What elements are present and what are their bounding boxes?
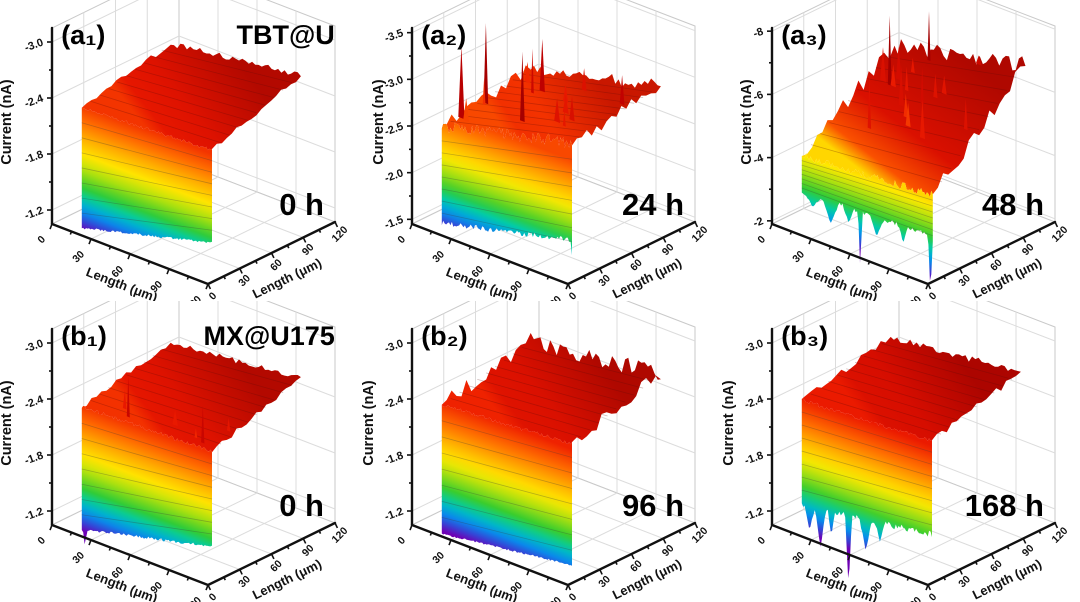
axis-label: -3.0 [23,37,45,55]
axis-label: -1.8 [23,450,45,468]
axis-label: 120 [689,224,710,245]
axis-label: -6 [752,89,765,104]
axis-label: 120 [329,224,350,245]
axis-label: 120 [543,594,564,602]
axis-label: 120 [903,594,924,602]
axis-label: -1.8 [743,450,765,468]
axis-label: Current (nA) [721,380,737,466]
axis-label: Length (μm) [970,556,1044,602]
plot-surface [801,11,1026,281]
axis-label: 0 [927,591,940,602]
axis-label: 30 [430,549,447,566]
axis-label: -2.4 [743,393,766,411]
axis-label: Length (μm) [610,255,684,301]
axis-label: Current (nA) [361,380,377,466]
axis-label: -2.4 [383,393,406,411]
axis-label: 120 [1049,525,1070,546]
axis-label: -1.2 [743,506,765,524]
axis-label: 120 [183,594,204,602]
axis-label: Current (nA) [371,79,387,165]
axis-label: -1.5 [383,214,405,232]
axis-label: 120 [689,525,710,546]
axis-label: 120 [183,293,204,301]
axis-label: Length (μm) [970,255,1044,301]
axis-label: -1.2 [383,506,405,524]
axis-label: -1.2 [23,506,45,524]
axis-label: -3.0 [23,338,45,356]
axis-label: 30 [790,248,807,265]
axis-label: 120 [329,525,350,546]
axis-label: -1.8 [383,450,405,468]
plot-surface [441,23,661,256]
axis-label: 0 [35,233,48,246]
axis-label: 30 [790,549,807,566]
axis-label: 0 [395,233,408,246]
axis-label: Current (nA) [0,79,15,165]
axis-label: Length (μm) [610,556,684,602]
axis-label: 30 [70,248,87,265]
axis-label: -8 [752,26,765,41]
axis-label: 0 [927,290,940,301]
axis-label: 120 [1049,224,1070,245]
plot-surface [801,336,1021,579]
axis-label: Current (nA) [0,380,15,466]
axis-label: -2.0 [383,167,405,185]
axis-label: 30 [430,248,447,265]
axis-label: -1.2 [23,205,45,223]
axis-label: 120 [903,293,924,301]
axis-label: Current (nA) [739,79,755,165]
axis-label: -3.0 [743,338,765,356]
axis-label: 0 [207,591,220,602]
axis-label: 0 [207,290,220,301]
plot-surface [81,342,301,547]
axis-label: -1.8 [23,149,45,167]
axis-label: 120 [543,293,564,301]
axis-label: -2.4 [23,92,46,110]
axis-label: -2.4 [23,393,46,411]
axis-label: -3.0 [383,338,405,356]
axis-label: -3.5 [383,27,405,45]
axis-label: 0 [35,534,48,547]
axis-label: Length (μm) [250,556,324,602]
axis-label: -2 [752,215,765,230]
plot-surface [441,333,661,566]
axis-label: 0 [755,534,768,547]
axis-label: 0 [567,290,580,301]
plot-surface [81,43,301,243]
axis-label: Length (μm) [250,255,324,301]
axis-label: 0 [395,534,408,547]
axis-label: 30 [70,549,87,566]
axis-label: 0 [755,233,768,246]
axis-label: 0 [567,591,580,602]
